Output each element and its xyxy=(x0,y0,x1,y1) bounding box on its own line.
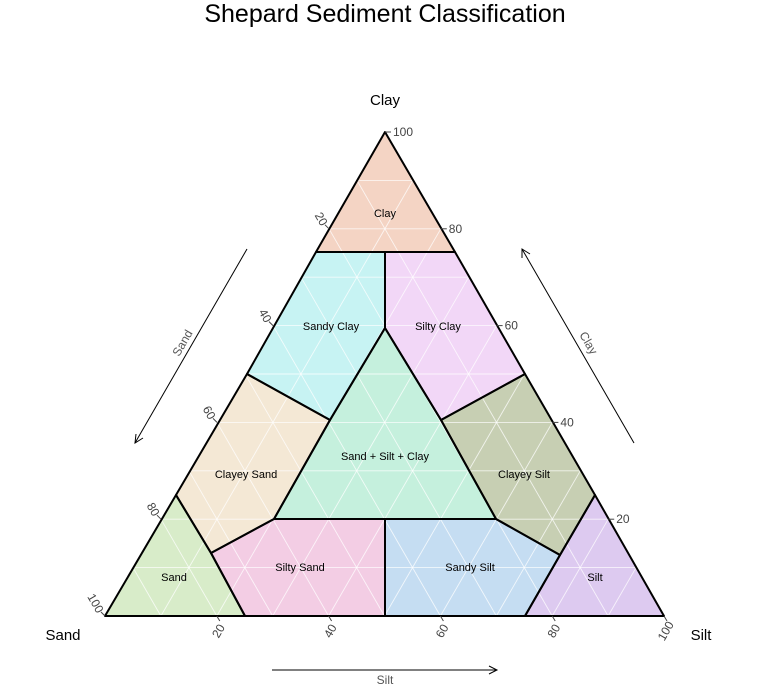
left-tick-60: 60 xyxy=(200,403,219,422)
right-tick-100: 100 xyxy=(393,125,413,139)
corner-label-clay: Clay xyxy=(370,92,401,109)
region-clay xyxy=(316,132,455,252)
left-tick-20: 20 xyxy=(312,210,331,229)
bottom-tick-100: 100 xyxy=(655,619,677,644)
left-tick-40: 40 xyxy=(256,307,275,326)
region-border-silt xyxy=(524,494,665,617)
region-label-sandy-silt: Sandy Silt xyxy=(445,562,495,574)
bottom-tick-80: 80 xyxy=(545,621,564,640)
left-tick-100: 100 xyxy=(84,591,106,616)
corner-label-silt: Silt xyxy=(691,627,713,644)
region-silt xyxy=(525,495,664,616)
region-label-sand-silt-clay: Sand + Silt + Clay xyxy=(341,451,430,463)
region-label-silty-sand: Silty Sand xyxy=(275,562,325,574)
right-tick-40: 40 xyxy=(560,415,574,429)
region-label-silty-clay: Silty Clay xyxy=(415,321,461,333)
region-label-clayey-sand: Clayey Sand xyxy=(215,469,277,481)
region-labels-layer: Clay Sandy Clay Silty Clay Clayey Sand Sand … xyxy=(161,208,602,584)
left-tick-80: 80 xyxy=(144,500,163,519)
region-clayey-sand xyxy=(176,374,330,553)
bottom-axis-label: Silt xyxy=(377,673,394,687)
region-clayey-silt xyxy=(441,374,595,555)
region-label-clayey-silt: Clayey Silt xyxy=(498,469,550,481)
right-tick-20: 20 xyxy=(616,512,630,526)
region-sand xyxy=(105,495,245,616)
region-silty-clay xyxy=(385,252,525,420)
left-axis-arrow xyxy=(134,248,248,444)
region-label-clay: Clay xyxy=(374,208,397,220)
bottom-tick-40: 40 xyxy=(321,621,340,640)
regions-layer xyxy=(105,132,664,616)
ticks-layer: 20 20 20 40 40 40 60 60 60 80 80 80 100 100 100 xyxy=(84,125,677,643)
right-tick-80: 80 xyxy=(449,222,463,236)
region-label-sand: Sand xyxy=(161,572,187,584)
left-axis-label: Sand xyxy=(169,327,195,358)
chart-title: Shepard Sediment Classification xyxy=(204,0,565,28)
right-tick-60: 60 xyxy=(505,319,519,333)
region-label-sandy-clay: Sandy Clay xyxy=(303,321,360,333)
borders-layer xyxy=(104,131,665,617)
bottom-axis-arrow xyxy=(272,665,499,675)
bottom-tick-20: 20 xyxy=(209,621,228,640)
bottom-tick-60: 60 xyxy=(433,621,452,640)
corner-label-sand: Sand xyxy=(45,627,80,644)
region-sandy-clay xyxy=(247,252,385,420)
region-label-silt: Silt xyxy=(587,572,602,584)
right-axis-arrow xyxy=(521,248,635,444)
right-axis-label: Clay xyxy=(576,329,600,357)
